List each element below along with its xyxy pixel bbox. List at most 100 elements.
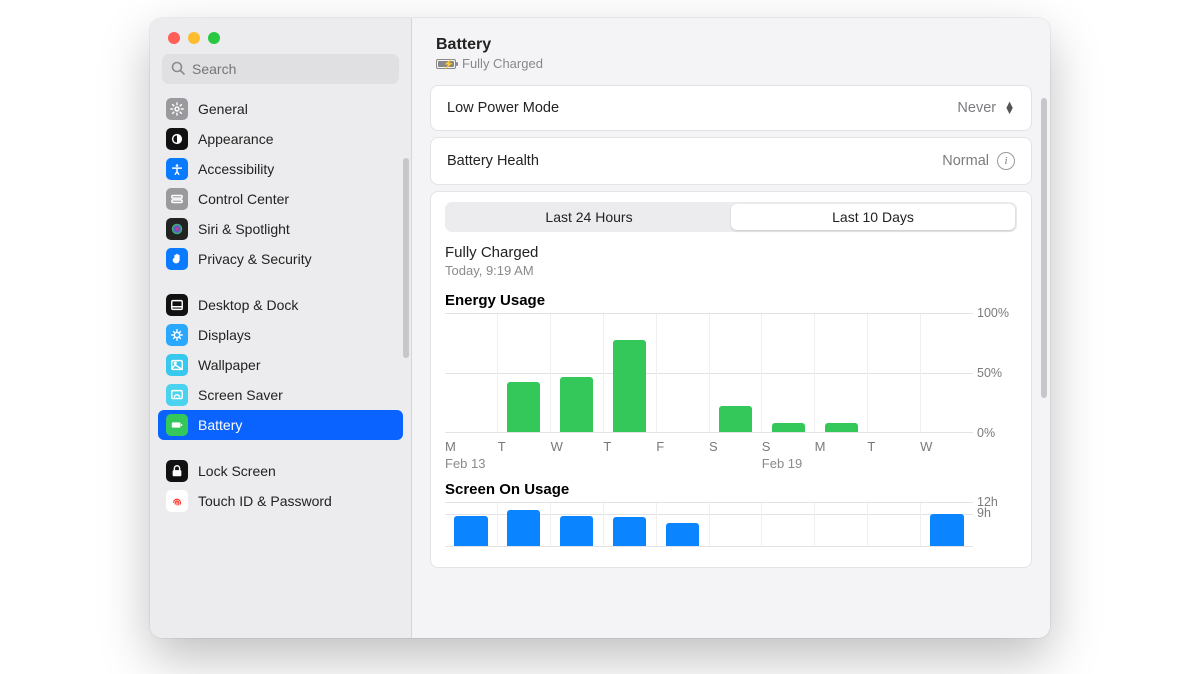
x-tick-label: F [656, 439, 709, 454]
battery-status-text: Fully Charged [462, 56, 543, 71]
siri-icon [166, 218, 188, 240]
low-power-mode-row[interactable]: Low Power Mode Never ▲▼ [430, 85, 1032, 131]
sidebar-scrollbar[interactable] [403, 158, 409, 358]
zoom-window-button[interactable] [208, 32, 220, 44]
x-tick-label: T [867, 439, 920, 454]
sidebar-item-accessibility[interactable]: Accessibility [158, 154, 403, 184]
x-secondary-label [656, 456, 709, 471]
hand-icon [166, 248, 188, 270]
page-title: Battery [436, 36, 1026, 54]
x-tick-label: M [815, 439, 868, 454]
x-secondary-label [867, 456, 920, 471]
segment-last-10-days[interactable]: Last 10 Days [731, 204, 1015, 230]
sidebar-item-label: Touch ID & Password [198, 493, 332, 509]
x-tick-label: M [445, 439, 498, 454]
y-tick-label: 12h [977, 495, 1017, 509]
dock-icon [166, 294, 188, 316]
chart-bar [613, 517, 646, 546]
chart-bar [507, 382, 540, 432]
x-secondary-label [498, 456, 551, 471]
battery-health-label: Battery Health [447, 153, 539, 169]
sidebar-item-label: Control Center [198, 191, 289, 207]
low-power-mode-label: Low Power Mode [447, 100, 559, 116]
usage-panel: Last 24 HoursLast 10 Days Fully Charged … [430, 191, 1032, 568]
page-header: Battery ⚡ Fully Charged [412, 18, 1050, 79]
x-tick-label: S [709, 439, 762, 454]
segment-last-24-hours[interactable]: Last 24 Hours [447, 204, 731, 230]
x-secondary-label: Feb 13 [445, 456, 498, 471]
x-secondary-label [815, 456, 868, 471]
sidebar-item-label: Lock Screen [198, 463, 276, 479]
sidebar: General Appearance Accessibility Control Ce… [150, 18, 412, 638]
sidebar-item-general[interactable]: General [158, 94, 403, 124]
screen-chart-title: Screen On Usage [445, 481, 1017, 498]
lock-icon [166, 460, 188, 482]
control-center-icon [166, 188, 188, 210]
y-tick-label: 100% [977, 306, 1017, 320]
low-power-mode-value: Never [957, 100, 996, 116]
minimize-window-button[interactable] [188, 32, 200, 44]
sidebar-item-label: Siri & Spotlight [198, 221, 290, 237]
x-tick-label: W [551, 439, 604, 454]
dropdown-stepper-icon: ▲▼ [1004, 102, 1015, 114]
search-icon [170, 60, 186, 81]
chart-bar [719, 406, 752, 432]
x-tick-label: T [603, 439, 656, 454]
accessibility-icon [166, 158, 188, 180]
sidebar-item-label: Desktop & Dock [198, 297, 298, 313]
sidebar-nav: General Appearance Accessibility Control Ce… [150, 92, 411, 638]
sidebar-item-label: Appearance [198, 131, 274, 147]
battery-status-icon: ⚡ [436, 59, 456, 69]
energy-usage-chart: 0%50%100%MTWTFSSMTWFeb 13Feb 19 [445, 313, 1017, 471]
battery-health-value: Normal [942, 153, 989, 169]
sidebar-item-control-center[interactable]: Control Center [158, 184, 403, 214]
chart-bar [560, 516, 593, 546]
appearance-icon [166, 128, 188, 150]
sidebar-item-label: Screen Saver [198, 387, 283, 403]
sidebar-item-desktop-dock[interactable]: Desktop & Dock [158, 290, 403, 320]
sidebar-item-battery[interactable]: Battery [158, 410, 403, 440]
chart-bar [666, 523, 699, 546]
window-controls [150, 18, 411, 54]
chart-bar [560, 377, 593, 432]
sidebar-item-label: Privacy & Security [198, 251, 312, 267]
y-tick-label: 0% [977, 426, 1017, 440]
close-window-button[interactable] [168, 32, 180, 44]
displays-icon [166, 324, 188, 346]
wallpaper-icon [166, 354, 188, 376]
screen-on-usage-chart: 9h12h [445, 502, 1017, 547]
chart-bar [507, 510, 540, 546]
settings-window: General Appearance Accessibility Control Ce… [150, 18, 1050, 638]
chart-bar [772, 423, 805, 432]
sidebar-item-label: Accessibility [198, 161, 274, 177]
x-secondary-label [551, 456, 604, 471]
sidebar-item-label: Battery [198, 417, 242, 433]
chart-bar [613, 340, 646, 432]
x-secondary-label [709, 456, 762, 471]
fingerprint-icon [166, 490, 188, 512]
sidebar-item-touch-id-password[interactable]: Touch ID & Password [158, 486, 403, 516]
sidebar-item-label: Displays [198, 327, 251, 343]
info-icon[interactable]: i [997, 152, 1015, 170]
gear-icon [166, 98, 188, 120]
y-tick-label: 50% [977, 366, 1017, 380]
sidebar-item-displays[interactable]: Displays [158, 320, 403, 350]
sidebar-item-screen-saver[interactable]: Screen Saver [158, 380, 403, 410]
chart-bar [930, 514, 963, 546]
energy-chart-title: Energy Usage [445, 292, 1017, 309]
last-charge-time: Today, 9:19 AM [445, 263, 1017, 278]
sidebar-item-privacy-security[interactable]: Privacy & Security [158, 244, 403, 274]
x-tick-label: W [920, 439, 973, 454]
sidebar-item-wallpaper[interactable]: Wallpaper [158, 350, 403, 380]
main-scrollbar[interactable] [1041, 98, 1047, 398]
main-content: Battery ⚡ Fully Charged Low Power Mode N… [412, 18, 1050, 638]
sidebar-item-lock-screen[interactable]: Lock Screen [158, 456, 403, 486]
battery-icon [166, 414, 188, 436]
sidebar-item-siri-spotlight[interactable]: Siri & Spotlight [158, 214, 403, 244]
search-input[interactable] [162, 54, 399, 84]
time-range-segmented[interactable]: Last 24 HoursLast 10 Days [445, 202, 1017, 232]
sidebar-item-appearance[interactable]: Appearance [158, 124, 403, 154]
x-tick-label: T [498, 439, 551, 454]
battery-health-row: Battery Health Normal i [430, 137, 1032, 185]
x-tick-label: S [762, 439, 815, 454]
